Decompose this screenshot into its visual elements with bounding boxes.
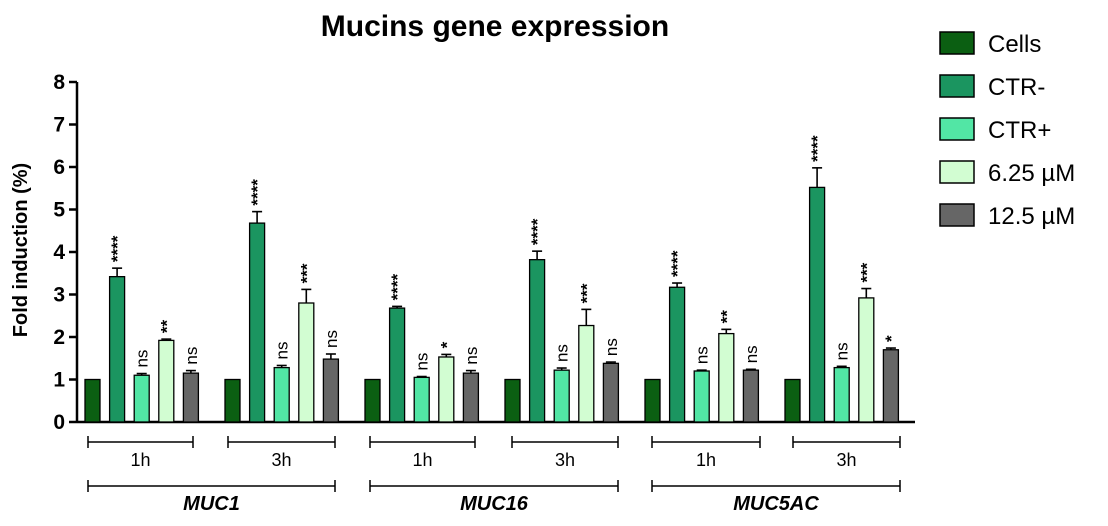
significance-label: ns [413,353,432,371]
bar [858,297,875,423]
gene-label: MUC5AC [733,493,819,515]
legend-label: Cells [988,31,1041,58]
bar [553,369,570,423]
time-label: 1h [696,450,716,470]
y-tick-label: 1 [53,369,65,392]
y-tick-label: 6 [53,156,65,179]
bar [808,186,826,423]
legend-label: 6.25 µM [988,160,1075,187]
significance-label: **** [388,274,407,301]
time-label: 1h [130,450,150,470]
bar [742,369,760,423]
significance-label: ns [742,345,761,363]
bar [602,362,620,423]
significance-label: ns [693,346,712,364]
chart-title: Mucins gene expression [321,10,669,43]
gene-label: MUC1 [183,493,240,515]
significance-label: * [437,341,456,348]
x-groupings: 1h 3h 1h 3h 1h 3h MUC1 MUC16 MUC5AC [87,436,901,515]
bar [718,332,735,423]
bar [833,366,850,423]
bar [84,378,101,423]
time-label: 3h [555,450,575,470]
bar [364,378,381,423]
significance-label: **** [808,135,827,162]
time-label: 3h [271,450,291,470]
significance-label: ns [182,347,201,365]
bar [108,275,126,423]
legend-label: 12.5 µM [988,203,1075,230]
significance-label: *** [857,262,876,282]
bar [644,378,661,423]
bar [784,378,801,423]
legend-swatch [939,117,975,141]
legend-label: CTR- [988,74,1045,101]
y-tick-label: 2 [53,326,65,349]
bar [578,324,595,423]
bar [528,258,546,423]
significance-label: ** [157,320,176,334]
time-label: 3h [836,450,856,470]
bar [322,358,340,423]
bar [388,307,406,423]
bar [298,302,315,423]
significance-label: ns [602,338,621,356]
significance-label: *** [577,283,596,303]
significance-label: ns [322,330,341,348]
bar [693,370,710,423]
significance-label: **** [108,235,127,262]
bar [133,374,150,423]
bar [248,222,266,423]
legend-swatch [939,31,975,55]
y-tick-label: 3 [53,284,65,307]
bar [882,349,900,423]
bar [182,372,200,423]
gene-label: MUC16 [460,493,529,515]
y-tick-label: 5 [53,199,65,222]
significance-label: ns [833,342,852,360]
legend-swatch [939,203,975,227]
bar [438,356,455,423]
significance-label: ns [553,344,572,362]
time-label: 1h [412,450,432,470]
significance-label: ** [717,310,736,324]
bars: ****ns**ns****ns***ns****ns*ns****ns***n… [84,135,901,423]
bar [224,378,241,423]
legend: Cells CTR- CTR+ 6.25 µM 12.5 µM [939,31,1075,230]
bar [462,372,480,423]
significance-label: ns [462,347,481,365]
bar [158,339,175,423]
significance-label: **** [528,218,547,245]
significance-label: ns [273,342,292,360]
bar [273,366,290,423]
y-tick-label: 0 [53,411,65,434]
legend-label: CTR+ [988,117,1051,144]
bar [668,286,686,423]
significance-label: ns [133,350,152,368]
bar [413,376,430,423]
legend-swatch [939,74,975,98]
significance-label: **** [668,250,687,277]
y-tick-label: 4 [53,241,65,264]
y-axis-label: Fold induction (%) [10,163,32,337]
legend-swatch [939,160,975,184]
y-tick-label: 7 [53,114,65,137]
axes: 0 1 2 3 4 5 6 7 8 [53,71,915,434]
significance-label: *** [297,263,316,283]
significance-label: * [882,335,901,342]
significance-label: **** [248,179,267,206]
bar [504,378,521,423]
y-tick-label: 8 [53,71,65,94]
